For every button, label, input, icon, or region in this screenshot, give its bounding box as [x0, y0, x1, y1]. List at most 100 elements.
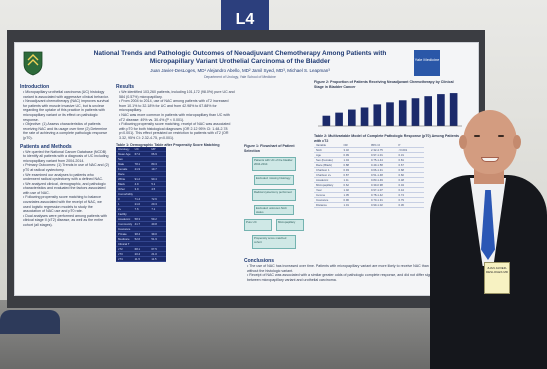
table2-cell: 0.83-1.49 — [371, 178, 383, 183]
table2-row: Race (Black) 0.88 0.49-1.58 0.67 — [314, 163, 424, 169]
table1-row: Other 3.9 4.5 — [116, 187, 166, 193]
figure2-bar — [322, 115, 331, 126]
methods-bullet-5: • Dual analyses were performed among pat… — [23, 213, 107, 228]
table2-cell: 0.75-1.44 — [371, 158, 383, 163]
yale-medicine-logo: Yale Medicine — [414, 50, 440, 76]
table2-cell: 0.97-1.07 — [371, 188, 383, 193]
results-bullet-2: • NAC was more common in patients with m… — [119, 112, 230, 122]
table2-cell: Charlson 1 — [316, 168, 330, 173]
table2-row: Variable OR 95% CI P — [314, 143, 424, 149]
methods-bullet-4: • Following propensity score matching to… — [23, 195, 102, 214]
flow-box-0: Patients with UC of the bladder 2004-201… — [252, 157, 296, 172]
intro-bullet-0: • Micropapillary urothelial carcinoma (U… — [23, 90, 109, 99]
table1-cell: Histology — [118, 147, 130, 152]
table2-cell: 2.32-4.75 — [371, 148, 383, 153]
table1-cell: UC — [134, 147, 139, 152]
table2-cell: 0.74 — [398, 193, 404, 198]
methods-text: • We queried the National Cancer Databas… — [20, 150, 110, 228]
figure2-bar — [348, 109, 356, 126]
table1-cell: cT3 — [118, 252, 123, 257]
results-bullet-1: • From 2004 to 2014, use of NAC among pa… — [119, 99, 229, 113]
presenter-left-ear — [459, 135, 467, 149]
flow-box-2: Radical cystectomy performed — [252, 189, 296, 202]
table2-row: Charlson 2+ 0.87 0.51-1.48 0.60 — [314, 173, 424, 179]
table1-cell: 21.0 — [134, 202, 141, 207]
bystander-partial — [0, 310, 60, 334]
table1-row: Facility — [116, 212, 166, 218]
flow-box-1: Excluded: missing histology — [254, 175, 294, 186]
introduction-heading: Introduction — [20, 84, 50, 90]
table2-cell: 0.60 — [398, 173, 404, 178]
table1-cell — [149, 242, 166, 246]
table1-cell — [133, 157, 150, 161]
table1-cell: 91.2 — [134, 177, 141, 182]
table1-cell: 21.0 — [151, 252, 157, 257]
figure2-bar — [449, 93, 458, 126]
university-shield-logo — [23, 51, 43, 76]
table1-row: Insurance — [116, 227, 166, 233]
table2-cell: P — [398, 143, 401, 148]
table1-cell: 78.1 — [134, 162, 141, 167]
conclusion-bullet-1: • Receipt of NAC was associated with a s… — [247, 273, 444, 282]
figure2-bar — [424, 96, 432, 126]
table1-cell: Sex — [118, 157, 123, 162]
table1-cell — [149, 192, 166, 196]
table2-cell: Variable — [316, 143, 327, 148]
flow-box-3: Excluded: unknown NAC status — [254, 205, 294, 216]
presenter-tie — [481, 190, 495, 260]
table2-cell: OR — [343, 143, 348, 148]
table1-cell: Female — [118, 167, 128, 172]
figure1-caption: Figure 1: Flowchart of Patient Selection — [244, 144, 295, 153]
table1-cell: Private — [118, 232, 127, 237]
table1-row: Race — [116, 172, 166, 178]
table2-section: Table 2: Multivariable Model of Complete… — [314, 134, 464, 209]
table1-row: cT2 68.1 67.5 — [116, 247, 166, 253]
results-heading: Results — [116, 84, 135, 90]
table2-cell: 0.49-1.58 — [371, 163, 383, 168]
table1-row: Private 38.4 39.0 — [116, 232, 166, 238]
table1-cell: 20.3 — [151, 202, 157, 207]
table2-cell: 3.32 — [343, 148, 349, 153]
table1-row: 2+ 7.6 7.1 — [116, 207, 166, 213]
table2-cell: 0.87 — [343, 173, 349, 178]
table2-cell: 0.99-1.02 — [371, 203, 383, 208]
table2-cell: 0.66-1.31 — [371, 168, 383, 173]
table2-cell: 1.11 — [343, 178, 349, 183]
table1-cell: 4.5 — [151, 187, 156, 192]
table1-row: Black 4.9 5.1 — [116, 182, 166, 188]
table1-caption: Table 1: Demographic Table after Propens… — [116, 142, 220, 147]
introduction-text: • Micropapillary urothelial carcinoma (U… — [20, 90, 110, 141]
table2-cell: 1.04 — [343, 158, 349, 163]
table1-cell: 72.6 — [151, 197, 157, 202]
conclusion-bullet-0: • The use of NAC has increased over time… — [247, 264, 443, 273]
poster — [14, 42, 479, 296]
table1-cell: Mean Age — [118, 152, 131, 157]
table1-cell: 40.8 — [151, 222, 157, 227]
table1-row: Comorbidity — [116, 192, 166, 198]
table1-row: Male 78.1 80.3 — [116, 162, 166, 168]
table2-cell: 0.44 — [398, 188, 404, 193]
table1-cell: 67.5 — [151, 247, 157, 252]
flowchart-boxes: Patients with UC of the bladder 2004-201… — [244, 153, 304, 253]
table1-cell — [133, 192, 150, 196]
table2-row: Academic 1.11 0.83-1.49 0.48 — [314, 178, 424, 184]
table1-row: Community 41.7 40.8 — [116, 222, 166, 228]
table1-cell: 51.9 — [151, 237, 157, 242]
table2-caption: Table 2: Multivariable Model of Complete… — [314, 134, 459, 143]
figure2-bar — [373, 104, 382, 126]
table2-cell: 0.81 — [398, 158, 404, 163]
name-badge: JUAN JAVIER-DESLOGES MD — [484, 262, 510, 294]
table1-cell: 59.2 — [151, 217, 157, 222]
table1-cell — [149, 157, 166, 161]
table1-cell: Medicare — [118, 237, 130, 242]
table1-row: Mean Age 67.2 66.9 — [116, 152, 166, 158]
conclusions-heading: Conclusions — [244, 258, 275, 264]
figure2-bar — [386, 102, 394, 126]
table1-cell: Insurance — [118, 227, 131, 232]
table1-cell: Academic — [118, 217, 131, 222]
conclusions-section: Conclusions • The use of NAC has increas… — [244, 258, 444, 282]
table2-cell: Distance — [316, 203, 327, 208]
table1-cell: MP — [151, 147, 156, 152]
table1-cell: 58.3 — [134, 217, 141, 222]
poster-department: Department of Urology, Yale School of Me… — [204, 75, 276, 79]
